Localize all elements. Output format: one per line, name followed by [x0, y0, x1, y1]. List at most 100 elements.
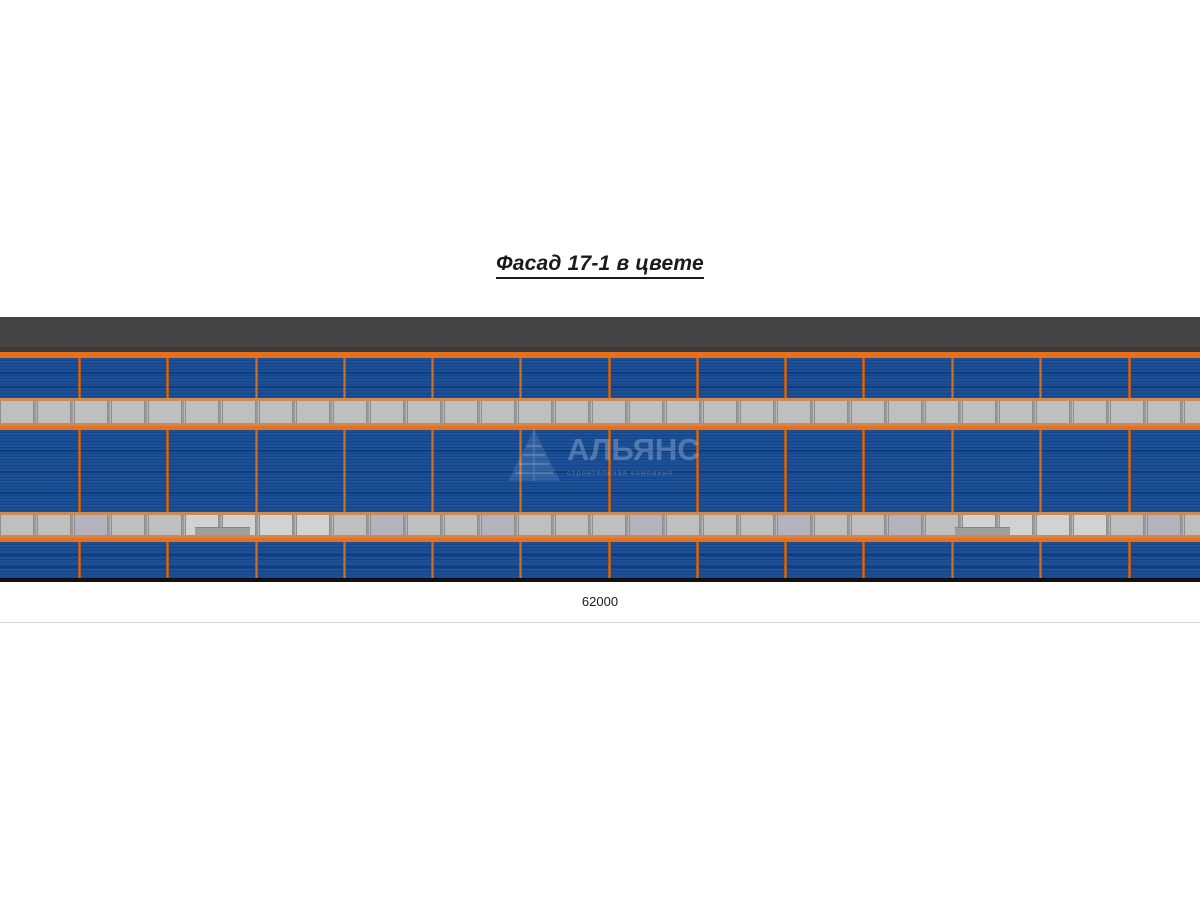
window-pane: [185, 401, 219, 423]
window-mullion: [367, 401, 369, 423]
window-pane: [481, 401, 515, 423]
window-pane: [999, 401, 1033, 423]
window-mullion: [885, 401, 887, 423]
window-mullion: [737, 515, 739, 535]
window-mullion: [1070, 401, 1072, 423]
window-mullion: [700, 515, 702, 535]
window-pane: [1073, 515, 1107, 535]
facade-pilaster: [431, 358, 434, 578]
facade-pilaster: [255, 358, 258, 578]
wall-panel-seam: [0, 386, 1200, 388]
window-pane: [777, 401, 811, 423]
window-mullion: [626, 401, 628, 423]
window-pane: [0, 515, 34, 535]
window-pane: [666, 515, 700, 535]
window-pane: [333, 515, 367, 535]
dimension-rule: [0, 622, 1200, 623]
window-mullion: [441, 401, 443, 423]
dimension-row: 62000: [0, 586, 1200, 626]
window-mullion: [182, 515, 184, 535]
window-mullion: [108, 401, 110, 423]
wall-panel-seam: [0, 566, 1200, 568]
facade-pilaster: [784, 358, 787, 578]
window-pane: [814, 515, 848, 535]
window-mullion: [182, 401, 184, 423]
window-mullion: [922, 515, 924, 535]
blue-corrugated-wall-panel: [0, 542, 1200, 578]
window-pane: [962, 401, 996, 423]
window-pane: [518, 515, 552, 535]
window-pane: [1147, 515, 1181, 535]
window-pane: [296, 515, 330, 535]
facade-pilaster: [862, 358, 865, 578]
window-mullion: [367, 515, 369, 535]
window-pane: [74, 401, 108, 423]
glazing-sill-frame: [0, 535, 1200, 538]
wall-panel-seam: [0, 372, 1200, 374]
window-mullion: [1107, 515, 1109, 535]
window-pane: [629, 515, 663, 535]
window-pane: [777, 515, 811, 535]
window-mullion: [848, 401, 850, 423]
window-mullion: [256, 401, 258, 423]
window-pane: [703, 401, 737, 423]
window-pane: [148, 401, 182, 423]
ground-level-line: [0, 578, 1200, 582]
window-mullion: [811, 515, 813, 535]
window-mullion: [441, 515, 443, 535]
wall-panel-seam: [0, 492, 1200, 494]
window-mullion: [996, 401, 998, 423]
window-mullion: [663, 515, 665, 535]
facade-pilaster: [951, 358, 954, 578]
window-mullion: [1181, 515, 1183, 535]
glazing-head-frame: [0, 398, 1200, 401]
window-mullion: [1033, 515, 1035, 535]
window-mullion: [330, 515, 332, 535]
window-mullion: [219, 401, 221, 423]
lower-glazing-ribbon: [0, 512, 1200, 538]
window-mullion: [71, 401, 73, 423]
window-pane: [407, 401, 441, 423]
window-pane: [592, 401, 626, 423]
window-mullion: [219, 515, 221, 535]
window-mullion: [478, 515, 480, 535]
window-pane: [148, 515, 182, 535]
window-pane: [37, 401, 71, 423]
blue-corrugated-wall-panel: [0, 358, 1200, 398]
page-title-text: Фасад 17-1 в цвете: [496, 252, 704, 279]
window-pane: [925, 401, 959, 423]
blue-corrugated-wall-panel: [0, 430, 1200, 512]
window-pane: [481, 515, 515, 535]
window-pane: [1110, 515, 1144, 535]
glazing-sill-frame: [0, 423, 1200, 426]
window-pane: [888, 515, 922, 535]
window-pane: [222, 401, 256, 423]
window-pane: [1036, 515, 1070, 535]
window-mullion: [108, 515, 110, 535]
window-mullion: [478, 401, 480, 423]
window-pane: [1110, 401, 1144, 423]
window-pane: [888, 401, 922, 423]
roof-parapet: [0, 317, 1200, 352]
wall-panel-seam: [0, 471, 1200, 473]
window-mullion: [1144, 515, 1146, 535]
window-mullion: [515, 515, 517, 535]
window-mullion: [774, 515, 776, 535]
window-mullion: [1107, 401, 1109, 423]
facade-pilaster: [343, 358, 346, 578]
window-pane: [703, 515, 737, 535]
window-mullion: [848, 515, 850, 535]
window-pane: [814, 401, 848, 423]
window-pane: [259, 401, 293, 423]
window-mullion: [700, 401, 702, 423]
window-pane: [740, 401, 774, 423]
window-pane: [370, 515, 404, 535]
window-mullion: [404, 515, 406, 535]
window-mullion: [922, 401, 924, 423]
window-pane: [37, 515, 71, 535]
window-mullion: [145, 401, 147, 423]
window-mullion: [663, 401, 665, 423]
window-mullion: [1144, 401, 1146, 423]
window-mullion: [626, 515, 628, 535]
window-pane: [111, 401, 145, 423]
